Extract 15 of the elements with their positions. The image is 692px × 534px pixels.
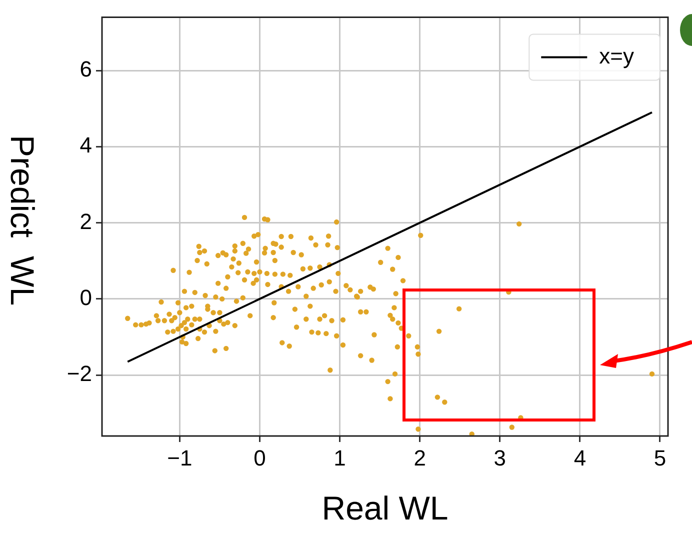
y-tick-label: −2 xyxy=(66,361,92,386)
y-tick-label: 0 xyxy=(80,285,92,310)
x-tick-label: 5 xyxy=(654,445,666,470)
x-tick-label: 1 xyxy=(334,445,346,470)
y-axis-title: Predict WL xyxy=(3,134,42,308)
y-tick-label: 6 xyxy=(80,56,92,82)
x-tick-label: 4 xyxy=(574,445,586,470)
x-axis-title: Real WL xyxy=(322,489,448,526)
legend-label: x=y xyxy=(599,43,634,68)
y-tick-label: 2 xyxy=(80,208,92,234)
y-tick-label: 4 xyxy=(80,132,92,158)
x-tick-label: −1 xyxy=(167,445,192,470)
x-tick-label: 2 xyxy=(414,445,426,470)
x-tick-label: 0 xyxy=(254,445,266,470)
x-tick-label: 3 xyxy=(494,445,506,470)
